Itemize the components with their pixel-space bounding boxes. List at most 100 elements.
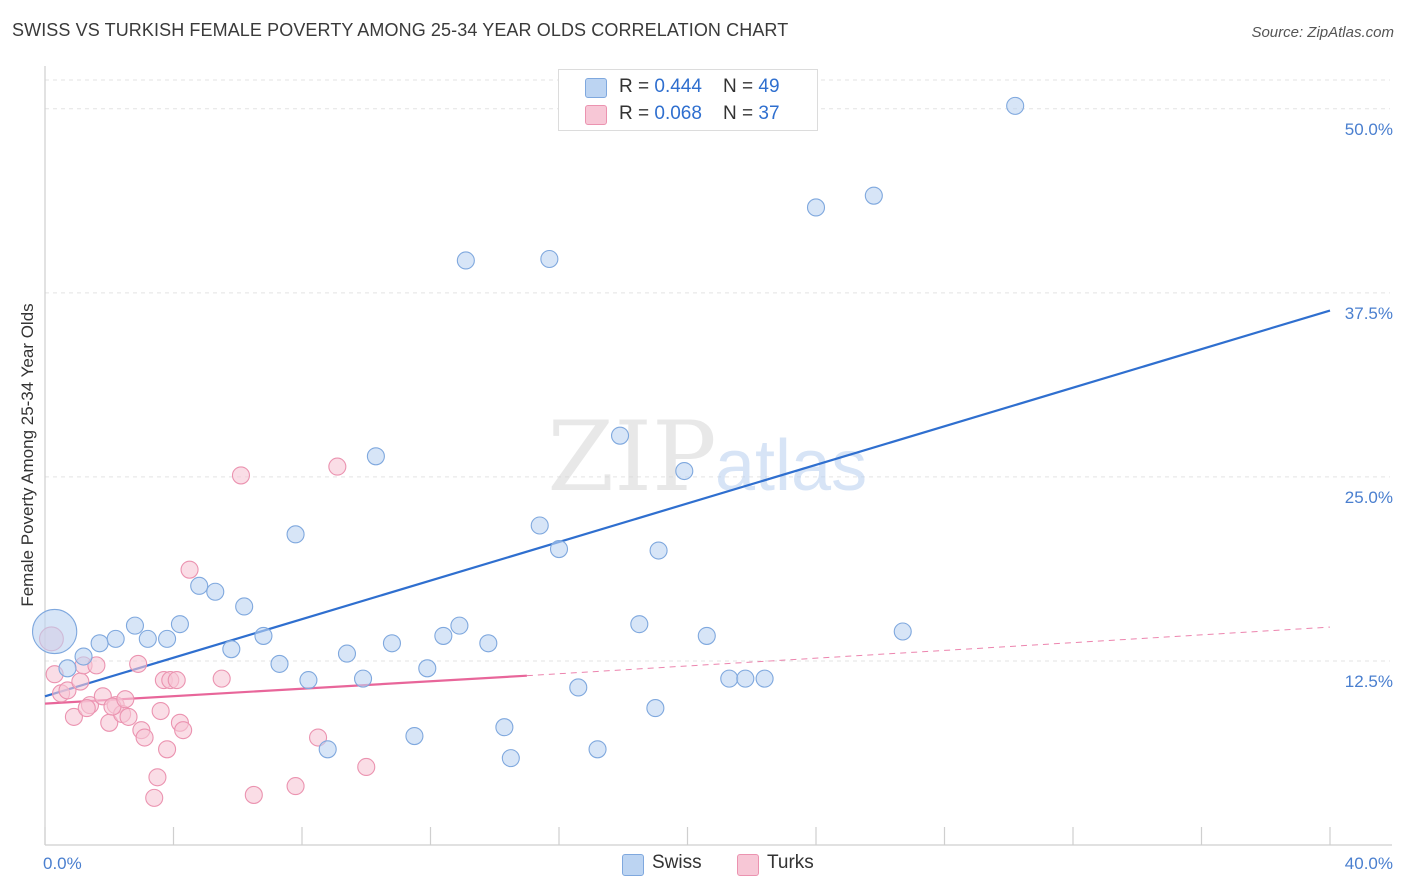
swiss-point xyxy=(286,525,305,544)
swiss-point xyxy=(495,718,514,737)
grid-lines xyxy=(45,79,1390,662)
swiss-point xyxy=(549,540,569,559)
swiss-point xyxy=(540,249,559,269)
turks-point xyxy=(158,740,177,759)
chart-title: SWISS VS TURKISH FEMALE POVERTY AMONG 25… xyxy=(12,20,789,40)
watermark: ZIP atlas xyxy=(547,401,867,513)
swiss-point xyxy=(418,659,437,678)
swiss-point xyxy=(456,251,475,270)
turks-point xyxy=(87,656,106,675)
turks-n-value: 37 xyxy=(758,103,780,124)
y-tick-label: 12.5% xyxy=(1345,672,1393,691)
turks-point xyxy=(64,707,83,726)
swiss-r-label: R = xyxy=(619,76,655,97)
swiss-point xyxy=(222,640,241,659)
swiss-point xyxy=(90,634,109,653)
swiss-point xyxy=(353,669,373,688)
swiss-point xyxy=(366,447,385,466)
x-tick-label-min: 0.0% xyxy=(43,854,82,873)
turks-point xyxy=(244,785,263,804)
turks-point xyxy=(58,681,77,700)
turks-point xyxy=(286,777,305,796)
swiss-swatch xyxy=(585,78,607,98)
swiss-point xyxy=(434,626,453,645)
swiss-point xyxy=(649,541,668,560)
swiss-r-value: 0.444 xyxy=(654,76,702,97)
swiss-points xyxy=(31,96,1025,768)
turks-point xyxy=(212,669,231,688)
swiss-point xyxy=(337,644,357,663)
legend-turks-text: R = 0.068 N = 37 xyxy=(619,103,780,125)
swiss-point xyxy=(697,626,716,645)
swiss-point xyxy=(646,699,665,718)
turks-point xyxy=(135,728,154,747)
swiss-point xyxy=(382,634,402,653)
x-tick-labels: 0.0% 40.0% xyxy=(43,854,1393,873)
swiss-point xyxy=(318,740,337,759)
turks-point xyxy=(77,699,96,718)
turks-swatch xyxy=(585,105,607,125)
swiss-point xyxy=(501,749,520,768)
swiss-point xyxy=(125,616,144,635)
swiss-point xyxy=(299,671,318,690)
swiss-point xyxy=(588,740,607,759)
watermark-atlas: atlas xyxy=(715,426,867,506)
swiss-point xyxy=(450,616,469,635)
x-tick-label-max: 40.0% xyxy=(1345,854,1393,873)
turks-point xyxy=(357,757,376,777)
y-tick-label: 37.5% xyxy=(1345,304,1393,323)
y-tick-label: 25.0% xyxy=(1345,488,1393,507)
y-tick-label: 50.0% xyxy=(1345,120,1393,139)
turks-point xyxy=(151,701,170,721)
axes xyxy=(44,66,1392,846)
swiss-point xyxy=(405,726,424,746)
swiss-point xyxy=(864,186,883,205)
turks-point xyxy=(116,690,135,709)
swiss-point xyxy=(720,669,739,688)
swiss-point xyxy=(569,678,588,697)
bottom-turks-label: Turks xyxy=(767,852,814,873)
swiss-point xyxy=(106,629,125,648)
swiss-point xyxy=(755,669,774,688)
bottom-turks-swatch xyxy=(737,854,759,876)
turks-point xyxy=(145,788,164,807)
turks-point xyxy=(174,721,193,740)
swiss-point xyxy=(158,629,177,648)
swiss-point xyxy=(254,626,273,645)
swiss-point xyxy=(610,426,630,445)
bottom-swiss-swatch xyxy=(622,854,644,876)
turks-point xyxy=(119,707,138,726)
swiss-point xyxy=(138,629,157,648)
swiss-point xyxy=(479,634,498,653)
swiss-point xyxy=(806,198,826,217)
y-tick-labels: 12.5% 25.0% 37.5% 50.0% xyxy=(1345,120,1393,691)
swiss-point xyxy=(630,615,649,634)
turks-point xyxy=(71,672,90,691)
turks-point xyxy=(328,457,347,476)
source-label: Source: ZipAtlas.com xyxy=(1251,24,1394,41)
turks-point xyxy=(148,768,167,787)
y-axis-label: Female Poverty Among 25-34 Year Olds xyxy=(18,303,37,607)
legend-swiss-text: R = 0.444 N = 49 xyxy=(619,76,780,98)
turks-r-label: R = xyxy=(619,103,655,124)
turks-point xyxy=(231,466,251,485)
swiss-point xyxy=(530,516,549,535)
watermark-zip: ZIP xyxy=(547,401,716,513)
swiss-point xyxy=(206,582,225,601)
swiss-point xyxy=(270,654,289,673)
swiss-point xyxy=(170,615,189,634)
turks-point xyxy=(167,671,186,690)
bottom-swiss-label: Swiss xyxy=(652,852,702,873)
swiss-trend-line xyxy=(44,309,1331,698)
turks-n-label: N = xyxy=(723,103,759,124)
swiss-point xyxy=(235,597,254,616)
turks-trend-extension xyxy=(526,626,1331,677)
swiss-point xyxy=(675,461,694,481)
turks-point xyxy=(309,728,328,747)
swiss-point xyxy=(893,622,912,641)
turks-point xyxy=(129,654,148,673)
swiss-point xyxy=(31,608,78,655)
swiss-point xyxy=(1006,96,1025,115)
swiss-point xyxy=(58,659,77,678)
